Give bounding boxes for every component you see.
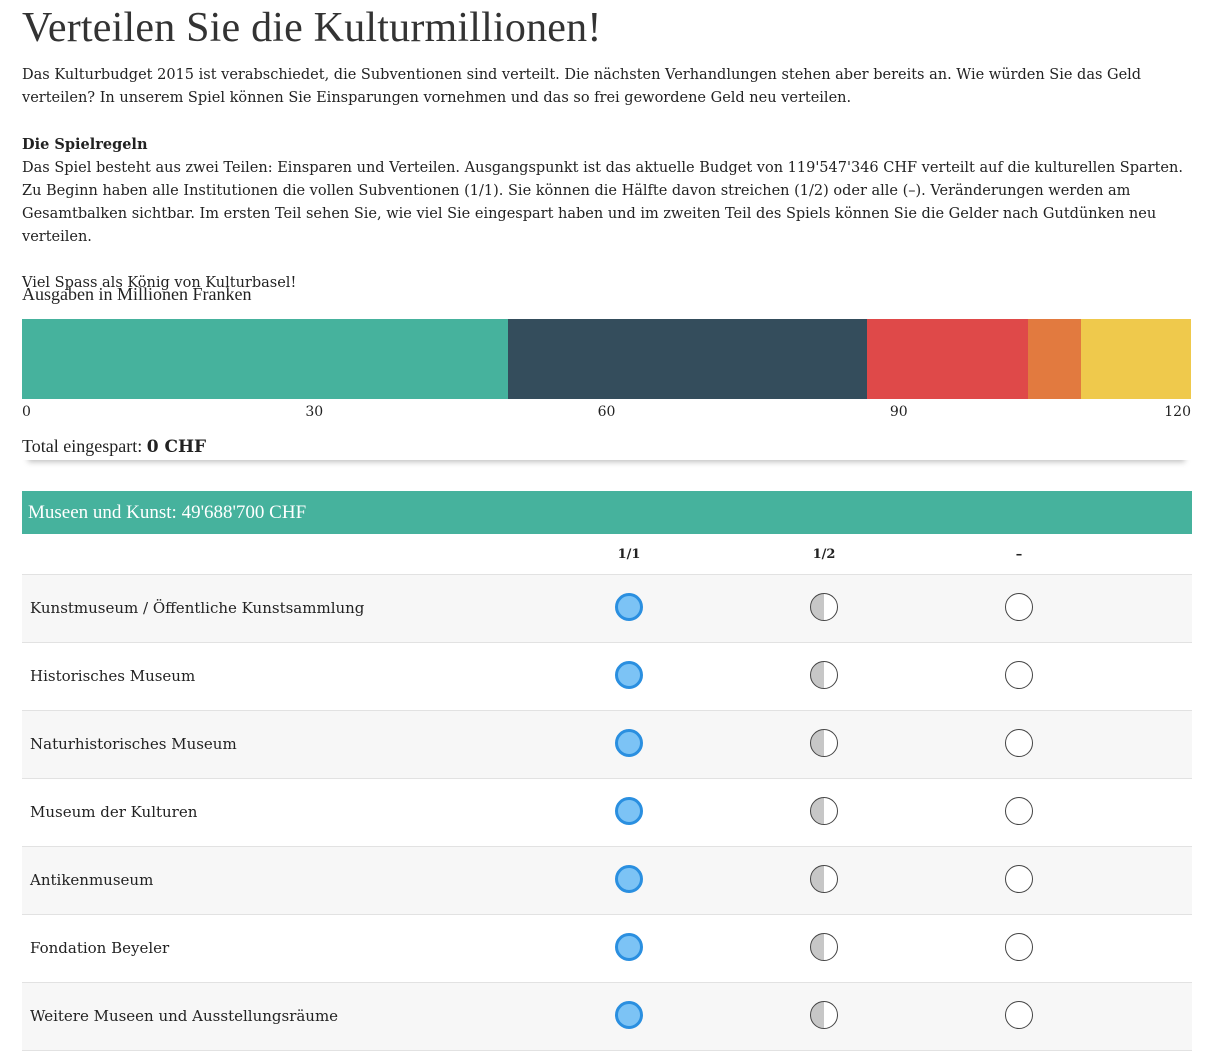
column-header: 1/1: [617, 547, 641, 562]
institution-row: Kunstmuseum / Öffentliche Kunstsammlung: [22, 575, 1192, 643]
radio-option-none[interactable]: [1005, 729, 1033, 757]
bar-segment-2: [507, 319, 867, 399]
axis-tick-label: 90: [889, 404, 908, 420]
institution-row: Weitere Museen und Ausstellungsräume: [22, 983, 1192, 1051]
institution-list: Kunstmuseum / Öffentliche Kunstsammlung H…: [22, 575, 1192, 1051]
section-museums: Museen und Kunst: 49'688'700 CHF 1/1 1/2 –…: [22, 491, 1192, 1051]
institution-row: Antikenmuseum: [22, 847, 1192, 915]
radio-option-full[interactable]: [615, 593, 643, 621]
intro-paragraph: Das Kulturbudget 2015 ist verabschiedet,…: [22, 67, 1142, 106]
total-saved: Total eingespart: 0 CHF: [22, 436, 1191, 460]
radio-option-half[interactable]: [810, 1001, 838, 1029]
radio-option-full[interactable]: [615, 1001, 643, 1029]
institution-name: Antikenmuseum: [30, 871, 154, 889]
page-title: Verteilen Sie die Kulturmillionen!: [22, 5, 602, 51]
institution-name: Fondation Beyeler: [30, 939, 170, 957]
institution-name: Historisches Museum: [30, 667, 196, 685]
intro-text: Das Kulturbudget 2015 ist verabschiedet,…: [22, 64, 1187, 295]
axis-tick-label: 0: [22, 404, 31, 420]
radio-option-full[interactable]: [615, 729, 643, 757]
rules-title: Die Spielregeln: [22, 136, 148, 153]
radio-option-half[interactable]: [810, 865, 838, 893]
radio-option-half[interactable]: [810, 593, 838, 621]
radio-option-half[interactable]: [810, 933, 838, 961]
bar-segment-3: [866, 319, 1029, 399]
radio-option-full[interactable]: [615, 797, 643, 825]
budget-stacked-bar: [22, 319, 1191, 399]
axis-tick-label: 60: [597, 404, 616, 420]
bar-segment-1: [22, 319, 508, 399]
institution-name: Kunstmuseum / Öffentliche Kunstsammlung: [30, 599, 365, 617]
institution-name: Weitere Museen und Ausstellungsräume: [30, 1007, 339, 1025]
radio-option-full[interactable]: [615, 865, 643, 893]
budget-axis: 0 30 60 90 120: [22, 404, 1191, 424]
column-header: 1/2: [812, 547, 836, 562]
radio-option-none[interactable]: [1005, 797, 1033, 825]
radio-option-none[interactable]: [1005, 593, 1033, 621]
total-saved-value: 0 CHF: [146, 437, 207, 457]
chart-title: Ausgaben in Millionen Franken: [22, 284, 252, 304]
column-headers: 1/1 1/2 –: [22, 534, 1192, 575]
institution-row: Historisches Museum: [22, 643, 1192, 711]
radio-option-half[interactable]: [810, 797, 838, 825]
closing-text: Viel Spass als König von Kulturbasel!: [22, 275, 297, 291]
rules-text: Das Spiel besteht aus zwei Teilen: Einsp…: [22, 160, 1183, 245]
bar-segment-5: [1080, 319, 1191, 399]
institution-row: Museum der Kulturen: [22, 779, 1192, 847]
column-header: –: [1015, 547, 1023, 562]
institution-row: Fondation Beyeler: [22, 915, 1192, 983]
institution-row: Naturhistorisches Museum: [22, 711, 1192, 779]
radio-option-none[interactable]: [1005, 1001, 1033, 1029]
rules-block: Die Spielregeln Das Spiel besteht aus zw…: [22, 133, 1187, 249]
section-header: Museen und Kunst: 49'688'700 CHF: [22, 491, 1192, 534]
radio-option-none[interactable]: [1005, 865, 1033, 893]
radio-option-full[interactable]: [615, 661, 643, 689]
radio-option-none[interactable]: [1005, 933, 1033, 961]
radio-option-full[interactable]: [615, 933, 643, 961]
institution-name: Naturhistorisches Museum: [30, 735, 237, 753]
total-saved-label: Total eingespart:: [22, 436, 143, 456]
bar-segment-4: [1028, 319, 1081, 399]
axis-tick-label: 120: [1164, 404, 1191, 420]
institution-name: Museum der Kulturen: [30, 803, 198, 821]
radio-option-none[interactable]: [1005, 661, 1033, 689]
radio-option-half[interactable]: [810, 729, 838, 757]
axis-tick-label: 30: [305, 404, 324, 420]
radio-option-half[interactable]: [810, 661, 838, 689]
